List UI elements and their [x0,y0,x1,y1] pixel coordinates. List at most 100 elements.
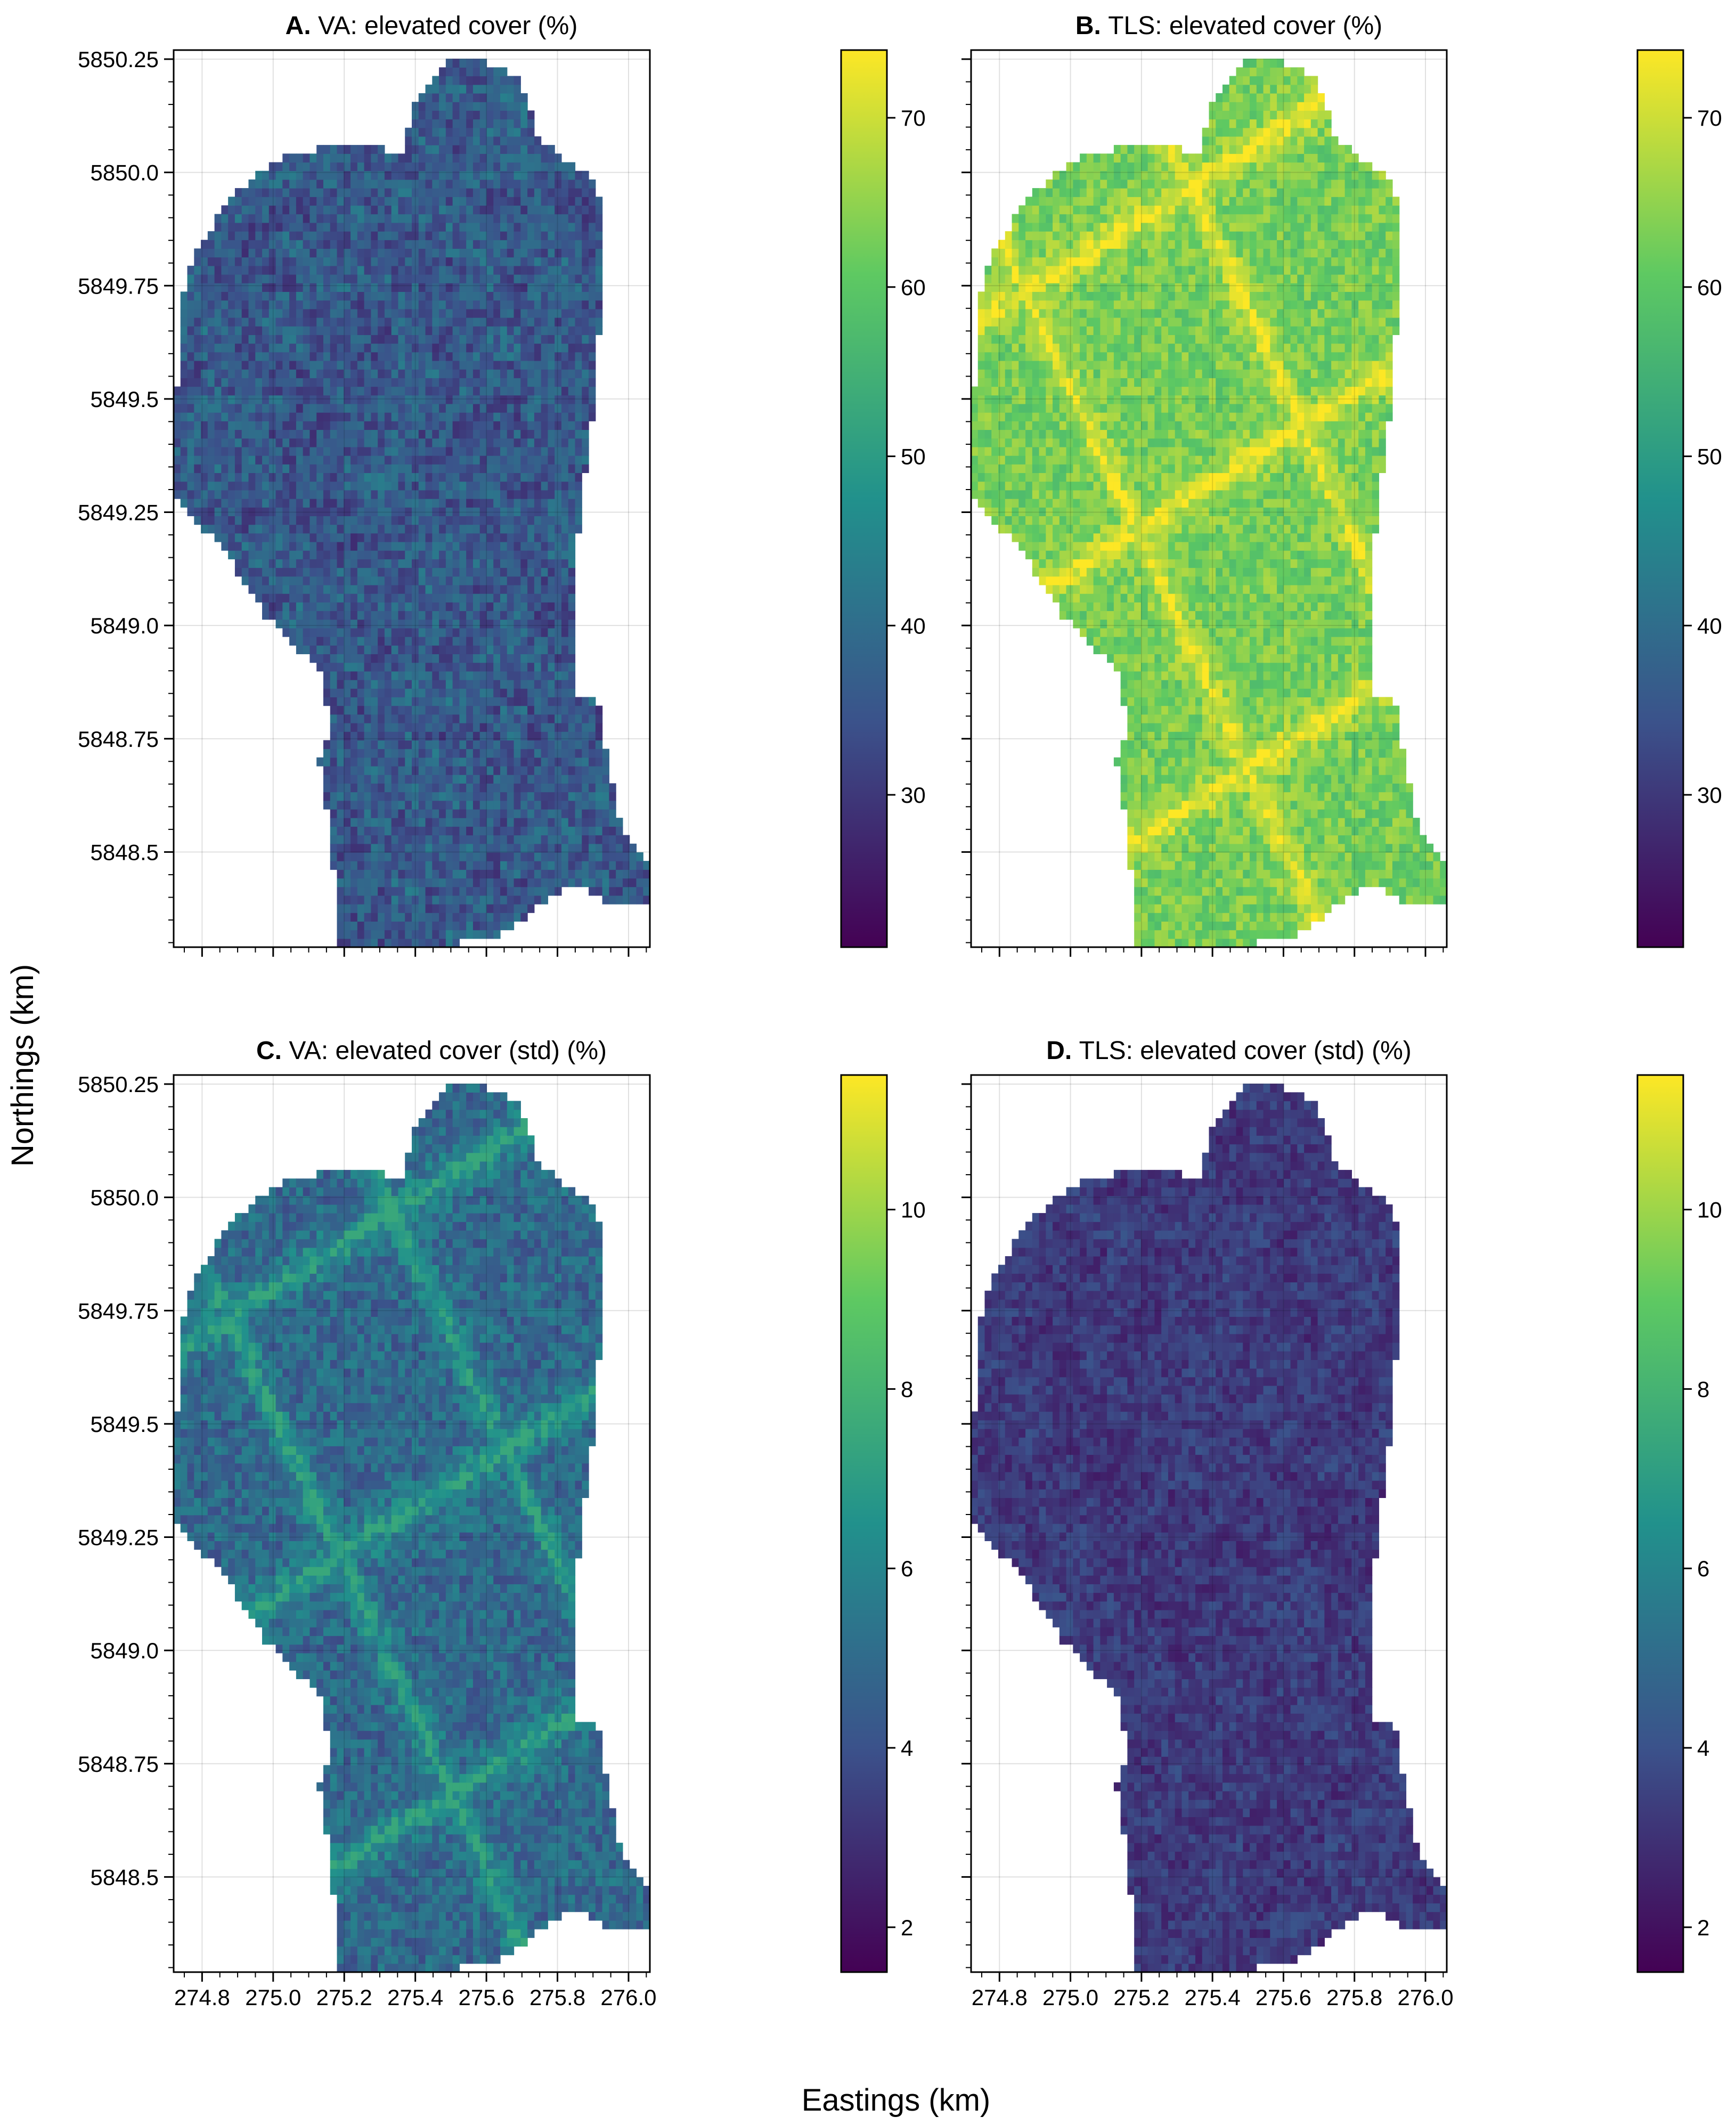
heatmap-cell [472,835,480,844]
heatmap-cell [534,541,542,551]
heatmap-cell [296,248,304,258]
heatmap-cell [507,188,515,197]
heatmap-cell [527,162,535,172]
heatmap-cell [500,550,508,559]
heatmap-cell [500,446,508,456]
heatmap-cell [275,343,283,353]
heatmap-cell [201,499,208,508]
heatmap-cell [439,291,446,301]
heatmap-cell [364,188,371,197]
heatmap-cell [357,800,365,810]
heatmap-cell [371,869,378,879]
heatmap-cell [541,654,549,663]
heatmap-cell [472,775,480,784]
heatmap-cell [472,145,480,154]
heatmap-cell [316,421,324,430]
heatmap-cell [262,291,270,301]
heatmap-cell [398,766,405,775]
heatmap-cell [520,119,528,128]
heatmap-cell [602,895,609,905]
heatmap-cell [275,499,283,508]
heatmap-cell [351,748,358,758]
heatmap-cell [418,852,426,861]
heatmap-cell [582,240,589,249]
heatmap-cell [595,283,603,292]
heatmap-cell [493,257,501,266]
heatmap-cell [201,464,208,474]
heatmap-cell [500,792,508,801]
heatmap-cell [255,170,263,180]
heatmap-cell [991,481,999,491]
heatmap-cell [262,308,270,318]
heatmap-cell [234,222,242,232]
heatmap-cell [398,421,405,430]
heatmap-cell [364,248,371,258]
heatmap-cell [520,723,528,732]
heatmap-cell [445,524,453,534]
heatmap-cell [472,231,480,240]
heatmap-cell [351,731,358,740]
heatmap-cell [344,248,351,258]
heatmap-cell [555,843,562,853]
heatmap-cell [282,499,290,508]
heatmap-cell [268,179,276,189]
heatmap-cell [371,352,378,361]
heatmap-cell [507,179,515,189]
heatmap-cell [459,291,467,301]
heatmap-cell [425,93,433,102]
heatmap-cell [391,723,399,732]
heatmap-cell [344,197,351,206]
heatmap-cell [493,300,501,310]
heatmap-cell [548,464,555,474]
heatmap-cell [412,326,419,335]
heatmap-cell [555,662,562,672]
heatmap-cell [425,352,433,361]
heatmap-cell [296,473,304,482]
heatmap-cell [445,291,453,301]
heatmap-cell [344,584,351,594]
heatmap-cell [330,766,338,775]
heatmap-cell [534,628,542,637]
heatmap-cell [248,446,256,456]
heatmap-cell [466,421,474,430]
heatmap-cell [255,283,263,292]
heatmap-cell [282,541,290,551]
heatmap-cell [351,214,358,223]
heatmap-cell [479,395,487,404]
heatmap-cell [364,317,371,327]
heatmap-cell [275,524,283,534]
heatmap-cell [493,593,501,603]
heatmap-cell [472,524,480,534]
heatmap-cell [459,654,467,663]
heatmap-cell [425,335,433,344]
heatmap-cell [445,369,453,378]
heatmap-cell [582,748,589,758]
heatmap-cell [575,378,582,387]
heatmap-cell [337,490,344,499]
heatmap-cell [445,473,453,482]
heatmap-cell [337,835,344,844]
heatmap-cell [439,214,446,223]
heatmap-cell [412,921,419,931]
heatmap-cell [445,800,453,810]
heatmap-cell [507,421,515,430]
heatmap-cell [384,369,392,378]
heatmap-cell [241,274,249,283]
heatmap-cell [268,214,276,223]
heatmap-cell [228,335,235,344]
heatmap-cell [452,119,460,128]
heatmap-cell [507,654,515,663]
heatmap-cell [323,170,331,180]
heatmap-cell [207,429,215,439]
heatmap-cell [384,748,392,758]
heatmap-cell [507,878,515,888]
heatmap-cell [391,757,399,767]
heatmap-cell [330,757,338,767]
heatmap-cell [582,378,589,387]
heatmap-cell [575,835,582,844]
heatmap-cell [459,214,467,223]
heatmap-cell [187,464,194,474]
heatmap-cell [527,326,535,335]
heatmap-cell [493,438,501,447]
